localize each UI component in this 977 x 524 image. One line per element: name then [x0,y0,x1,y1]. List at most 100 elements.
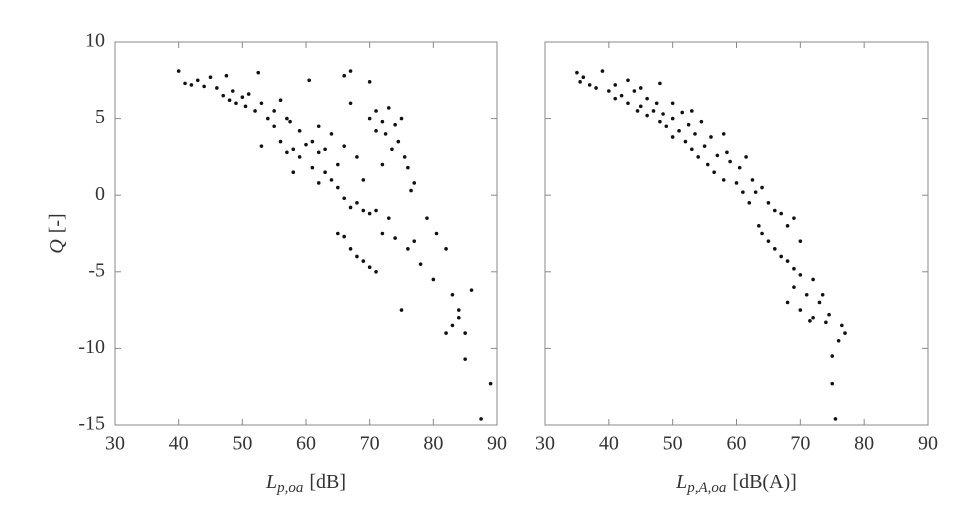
point [288,119,292,124]
x-tick-label: 30 [105,433,125,455]
point [291,147,296,152]
point [737,165,742,170]
point [587,83,592,87]
point [272,124,276,129]
point [208,75,213,80]
point [431,277,436,282]
point [638,86,643,90]
point [645,113,649,118]
point [457,308,461,312]
point [259,144,264,148]
point [412,181,417,185]
x-tick-label: 50 [663,433,683,455]
x-tick-label: 90 [487,433,507,455]
point [374,270,378,274]
point [361,208,366,213]
point [355,254,359,259]
point [683,139,688,144]
point [399,116,404,121]
x-label-subscript: p,A,oa [686,480,726,496]
point [725,150,729,155]
point [811,315,815,320]
point [234,101,238,106]
point [798,239,803,243]
point [760,231,764,236]
point [418,262,423,266]
point [450,323,455,328]
point [479,417,483,421]
point [705,162,710,167]
point [785,224,790,228]
point [316,124,321,129]
point [744,155,748,159]
point [600,69,605,73]
point [779,211,783,216]
point [696,155,700,159]
point [699,119,704,124]
point [285,150,289,155]
point [221,93,226,98]
point [690,147,694,152]
x-tick-label: 40 [169,433,189,455]
point [444,247,448,251]
point [355,201,359,205]
point [613,96,618,101]
point [619,93,624,98]
point [386,106,391,110]
x-axis-label: Lp,oa [dB] [265,471,346,497]
point [425,216,429,220]
point [374,109,378,113]
point [329,178,334,182]
x-axis-label: Lp,A,oa [dB(A)] [675,471,797,497]
point [824,320,828,325]
point [256,70,261,75]
point [195,78,200,83]
point [830,354,835,358]
x-tick-label: 60 [727,433,747,455]
y-tick-label: 10 [85,30,105,52]
point [348,205,353,210]
point [827,312,831,317]
point [393,236,397,240]
point [457,315,461,320]
point [316,150,321,155]
point [581,75,586,80]
point [686,122,691,127]
point [361,178,366,182]
point [367,80,372,84]
point [702,144,707,148]
point [386,216,391,220]
point [670,116,675,121]
point [709,135,713,139]
point [843,331,847,335]
point [664,124,669,129]
point [773,247,777,251]
point [393,122,397,127]
point [645,96,649,101]
point [361,259,366,263]
point [297,155,302,159]
x-label-unit: [dB(A)] [732,471,796,493]
point [183,81,187,86]
point [307,78,311,83]
point [469,288,474,292]
x-tick-label: 60 [296,433,316,455]
point [693,132,697,136]
point [374,129,378,133]
point [450,292,455,297]
point [402,155,407,159]
point [323,170,327,175]
point [833,417,838,421]
point [766,201,771,205]
y-axis-label: Q [-] [46,213,68,253]
point [463,331,467,335]
point [721,178,726,182]
point [741,190,745,194]
point [278,139,283,144]
point [367,265,372,270]
point [243,104,248,109]
point [253,109,257,113]
point [750,178,755,182]
point [246,92,251,96]
